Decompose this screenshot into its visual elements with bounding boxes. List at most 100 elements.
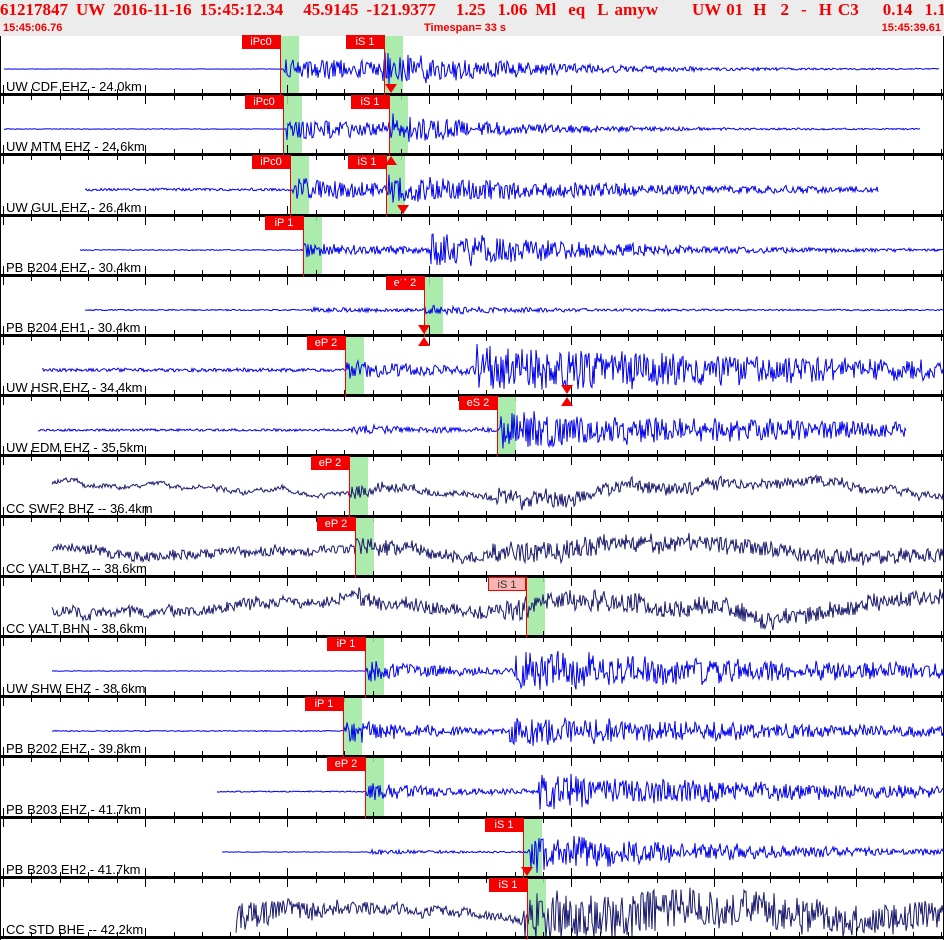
phase-pick-label[interactable]: eP 2	[311, 456, 349, 470]
minor-tick	[770, 390, 771, 394]
phase-pick-label[interactable]: eP 2	[317, 517, 355, 531]
minor-tick	[600, 217, 601, 221]
minor-tick	[827, 698, 828, 702]
phase-pick-line[interactable]	[389, 95, 390, 156]
trace-row[interactable]	[0, 698, 944, 758]
phase-pick-label[interactable]: iPc0	[252, 155, 290, 169]
minor-tick	[344, 89, 345, 93]
header-field-20: 1.11	[924, 0, 944, 19]
phase-pick-line[interactable]	[497, 396, 498, 457]
minor-tick	[60, 879, 61, 883]
phase-pick-label[interactable]: iPc0	[242, 35, 280, 49]
major-tick	[856, 518, 857, 526]
minor-tick	[316, 450, 317, 454]
minor-tick	[373, 210, 374, 214]
major-tick	[287, 808, 288, 816]
minor-tick	[31, 751, 32, 755]
phase-pick-line[interactable]	[365, 757, 366, 819]
minor-tick	[600, 270, 601, 274]
minor-tick	[458, 879, 459, 883]
phase-pick-line[interactable]	[424, 276, 425, 337]
pick-highlight-band	[527, 578, 545, 638]
phase-pick-label[interactable]: eP 2	[307, 336, 345, 350]
minor-tick	[174, 571, 175, 575]
minor-tick	[60, 397, 61, 401]
major-tick	[714, 397, 715, 405]
phase-pick-line[interactable]	[283, 95, 284, 156]
waveform	[41, 343, 944, 390]
minor-tick	[628, 89, 629, 93]
minor-tick	[941, 337, 942, 341]
minor-tick	[230, 337, 231, 341]
phase-pick-line[interactable]	[355, 517, 356, 578]
phase-pick-line[interactable]	[303, 216, 304, 277]
phase-pick-line[interactable]	[343, 697, 344, 758]
phase-pick-label[interactable]: eP 2	[327, 757, 365, 771]
phase-pick-line[interactable]	[280, 35, 281, 96]
major-tick	[145, 758, 146, 766]
phase-pick-line[interactable]	[349, 456, 350, 518]
phase-pick-line[interactable]	[290, 155, 291, 217]
trace-row[interactable]	[0, 879, 944, 939]
major-tick	[714, 156, 715, 164]
minor-tick	[685, 758, 686, 762]
minor-tick	[657, 450, 658, 454]
phase-pick-label[interactable]: iS 1	[348, 155, 386, 169]
trace-row[interactable]	[0, 397, 944, 457]
trace-row[interactable]	[0, 518, 944, 578]
minor-tick	[543, 638, 544, 642]
phase-pick-label[interactable]: iP 1	[305, 697, 343, 711]
trace-row[interactable]	[0, 217, 944, 277]
minor-tick	[202, 578, 203, 582]
minor-tick	[344, 819, 345, 823]
trace-row[interactable]	[0, 156, 944, 217]
minor-tick	[884, 149, 885, 153]
minor-tick	[543, 571, 544, 575]
minor-tick	[884, 156, 885, 160]
trace-panel[interactable]: UW CDF EHZ - 24.0km iPc0 iS 1 UW MTM EHZ - …	[0, 35, 944, 940]
trace-row[interactable]	[0, 638, 944, 698]
phase-pick-line[interactable]	[345, 336, 346, 397]
phase-pick-line[interactable]	[386, 155, 387, 217]
major-tick	[714, 868, 715, 876]
phase-pick-line[interactable]	[526, 577, 527, 638]
amplitude-marker-triangle	[397, 277, 409, 286]
minor-tick	[827, 758, 828, 762]
trace-separator-axis	[0, 695, 944, 698]
phase-pick-label[interactable]: iS 1	[346, 35, 384, 49]
phase-pick-label[interactable]: iPc0	[245, 95, 283, 109]
phase-pick-label[interactable]: iS 1	[488, 577, 526, 591]
minor-tick	[174, 631, 175, 635]
minor-tick	[316, 511, 317, 515]
major-tick	[571, 627, 572, 635]
minor-tick	[316, 578, 317, 582]
trace-row[interactable]	[0, 819, 944, 879]
phase-pick-label[interactable]: iP 1	[265, 216, 303, 230]
phase-pick-label[interactable]: eS 2	[459, 396, 497, 410]
phase-pick-label[interactable]: iS 1	[485, 818, 523, 832]
trace-row[interactable]	[0, 337, 944, 397]
major-tick	[287, 386, 288, 394]
phase-pick-line[interactable]	[527, 878, 528, 939]
phase-pick-label[interactable]: iS 1	[489, 878, 527, 892]
major-tick	[856, 145, 857, 153]
phase-pick-label[interactable]: iP 1	[327, 637, 365, 651]
phase-pick-line[interactable]	[384, 35, 385, 96]
minor-tick	[827, 397, 828, 401]
phase-pick-label[interactable]: iS 1	[351, 95, 389, 109]
trace-row[interactable]	[0, 457, 944, 518]
major-tick	[287, 85, 288, 93]
minor-tick	[316, 932, 317, 936]
major-tick	[571, 928, 572, 936]
major-tick	[714, 819, 715, 827]
trace-row[interactable]	[0, 96, 944, 156]
trace-row[interactable]	[0, 277, 944, 337]
phase-pick-line[interactable]	[365, 637, 366, 698]
major-tick	[3, 578, 4, 586]
trace-row[interactable]	[0, 36, 944, 96]
trace-row[interactable]	[0, 758, 944, 819]
phase-pick-line[interactable]	[523, 818, 524, 879]
trace-row[interactable]	[0, 578, 944, 638]
major-tick	[3, 326, 4, 334]
minor-tick	[685, 217, 686, 221]
